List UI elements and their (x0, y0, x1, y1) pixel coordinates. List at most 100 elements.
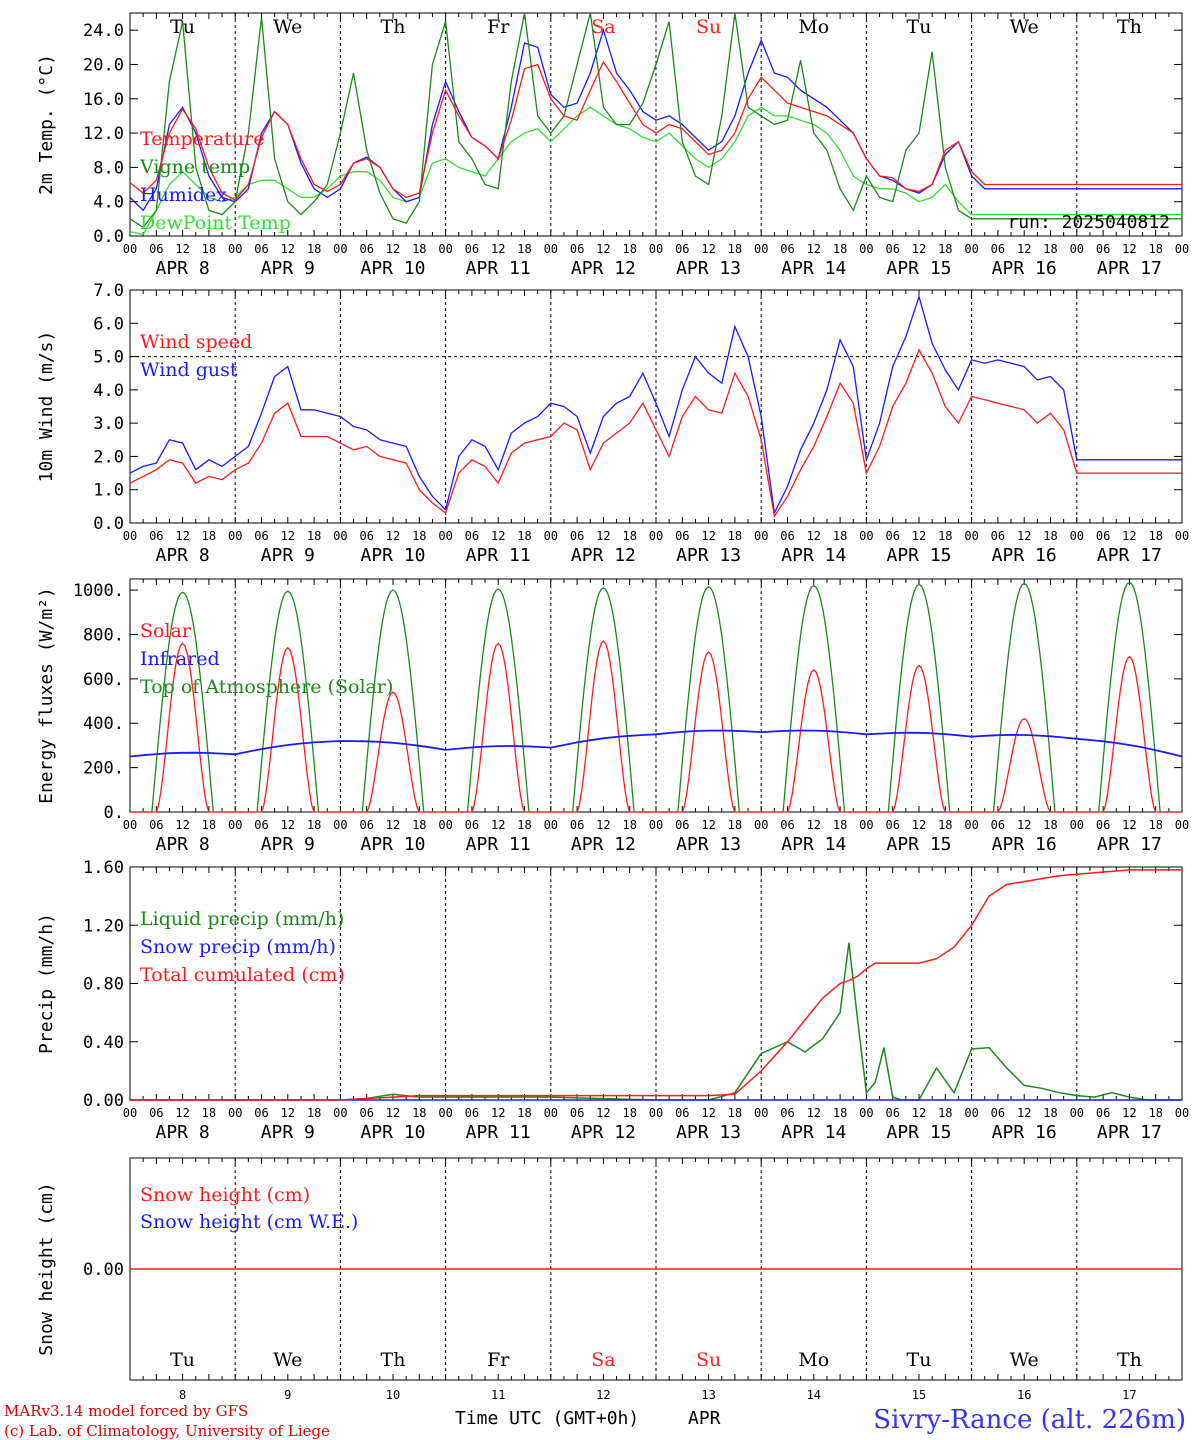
hour-tick-label: 18 (202, 529, 216, 543)
weekday-label-top: Su (696, 16, 721, 38)
series-solar (130, 640, 1182, 813)
hour-tick-label: 00 (1070, 529, 1084, 543)
weekday-label-bottom: Th (381, 1349, 406, 1371)
day-number-label: 14 (807, 1388, 821, 1402)
date-label: APR 13 (676, 1122, 741, 1143)
hour-tick-label: 06 (570, 242, 584, 256)
hour-tick-label: 00 (859, 242, 873, 256)
hour-tick-label: 06 (149, 1106, 163, 1120)
y-axis-label-snow: Snow height (cm) (36, 1182, 57, 1355)
date-label: APR 17 (1097, 834, 1162, 855)
hour-tick-label: 06 (359, 818, 373, 832)
series-infrared (129, 729, 1183, 758)
series-blue (129, 27, 1182, 212)
hour-tick-label: 06 (149, 818, 163, 832)
y-tick-label: 0.80 (83, 975, 124, 995)
weekday-label-bottom: Fr (487, 1349, 510, 1371)
hour-tick-label: 00 (1175, 529, 1189, 543)
hour-tick-label: 06 (675, 242, 689, 256)
hour-tick-label: 18 (517, 529, 531, 543)
hour-tick-label: 18 (1043, 818, 1057, 832)
hour-tick-label: 18 (307, 1106, 321, 1120)
date-label: APR 14 (781, 1122, 846, 1143)
hour-tick-label: 06 (885, 818, 899, 832)
date-label: APR 11 (466, 545, 531, 566)
hour-tick-label: 18 (728, 242, 742, 256)
y-tick-label: 1.60 (83, 858, 124, 878)
hour-tick-label: 18 (307, 242, 321, 256)
hour-tick-label: 00 (544, 242, 558, 256)
hour-tick-label: 12 (1122, 1106, 1136, 1120)
series-green (130, 942, 1182, 1101)
weekday-label-top: We (273, 16, 302, 38)
legend-total-cumulated-cm: Total cumulated (cm) (140, 964, 345, 986)
hour-tick-label: 00 (228, 1106, 242, 1120)
y-tick-label: 6.0 (93, 314, 124, 334)
hour-tick-label: 00 (333, 818, 347, 832)
hour-tick-label: 18 (1148, 1106, 1162, 1120)
hour-tick-label: 00 (438, 529, 452, 543)
date-label: APR 15 (886, 1122, 951, 1143)
date-label: APR 10 (360, 834, 425, 855)
hour-tick-label: 18 (412, 818, 426, 832)
weekday-label-top: Mo (798, 16, 829, 38)
weekday-label-top: Sa (591, 16, 615, 38)
hour-tick-label: 06 (1096, 529, 1110, 543)
y-tick-label: 3.0 (93, 414, 124, 434)
hour-tick-label: 12 (281, 529, 295, 543)
hour-tick-label: 06 (1096, 818, 1110, 832)
y-tick-label: 0.00 (83, 1260, 124, 1280)
hour-tick-label: 06 (991, 529, 1005, 543)
panel-2 (129, 289, 1183, 524)
weekday-label-bottom: Tu (170, 1349, 195, 1371)
y-tick-label: 5.0 (93, 348, 124, 368)
date-label: APR 8 (156, 1122, 210, 1143)
date-label: APR 17 (1097, 1122, 1162, 1143)
hour-tick-label: 18 (833, 818, 847, 832)
hour-tick-label: 06 (675, 529, 689, 543)
legend-liquid-precip-mm-h: Liquid precip (mm/h) (140, 908, 344, 930)
y-tick-label: 2.0 (93, 447, 124, 467)
lab-credit: (c) Lab. of Climatology, University of L… (4, 1422, 330, 1440)
hour-tick-label: 12 (491, 242, 505, 256)
y-axis-label-energy: Energy fluxes (W/m²) (36, 587, 57, 804)
hour-tick-label: 06 (1096, 1106, 1110, 1120)
date-label: APR 11 (466, 834, 531, 855)
hour-tick-label: 00 (333, 242, 347, 256)
legend-snow-precip-mm-h: Snow precip (mm/h) (140, 936, 336, 958)
hour-tick-label: 00 (123, 242, 137, 256)
date-label: APR 10 (360, 545, 425, 566)
hour-tick-label: 18 (412, 242, 426, 256)
hour-tick-label: 12 (912, 818, 926, 832)
y-tick-label: 12.0 (83, 124, 124, 144)
hour-tick-label: 06 (254, 818, 268, 832)
weekday-label-bottom: Su (696, 1349, 721, 1371)
hour-tick-label: 12 (491, 818, 505, 832)
date-label: APR 14 (781, 834, 846, 855)
date-label: APR 15 (886, 545, 951, 566)
y-tick-label: 1.20 (83, 916, 124, 936)
hour-tick-label: 00 (123, 1106, 137, 1120)
hour-tick-label: 12 (596, 1106, 610, 1120)
x-axis-label: Time UTC (GMT+0h) (455, 1408, 639, 1429)
y-tick-label: 7.0 (93, 281, 124, 301)
legend-wind-gust: Wind gust (140, 359, 238, 381)
y-tick-label: 0.40 (83, 1033, 124, 1053)
hour-tick-label: 18 (622, 242, 636, 256)
series-red (130, 869, 1182, 1101)
hour-tick-label: 06 (149, 242, 163, 256)
model-credit: MARv3.14 model forced by GFS (4, 1402, 248, 1420)
hour-tick-label: 06 (465, 1106, 479, 1120)
hour-tick-label: 12 (281, 1106, 295, 1120)
hour-tick-label: 00 (859, 529, 873, 543)
hour-tick-label: 00 (754, 818, 768, 832)
weekday-label-bottom: We (1010, 1349, 1039, 1371)
hour-tick-label: 00 (333, 529, 347, 543)
hour-tick-label: 18 (1148, 529, 1162, 543)
date-label: APR 13 (676, 545, 741, 566)
hour-tick-label: 12 (701, 529, 715, 543)
y-tick-label: 20.0 (83, 55, 124, 75)
hour-tick-label: 12 (1017, 1106, 1031, 1120)
y-tick-label: 200. (83, 759, 124, 779)
